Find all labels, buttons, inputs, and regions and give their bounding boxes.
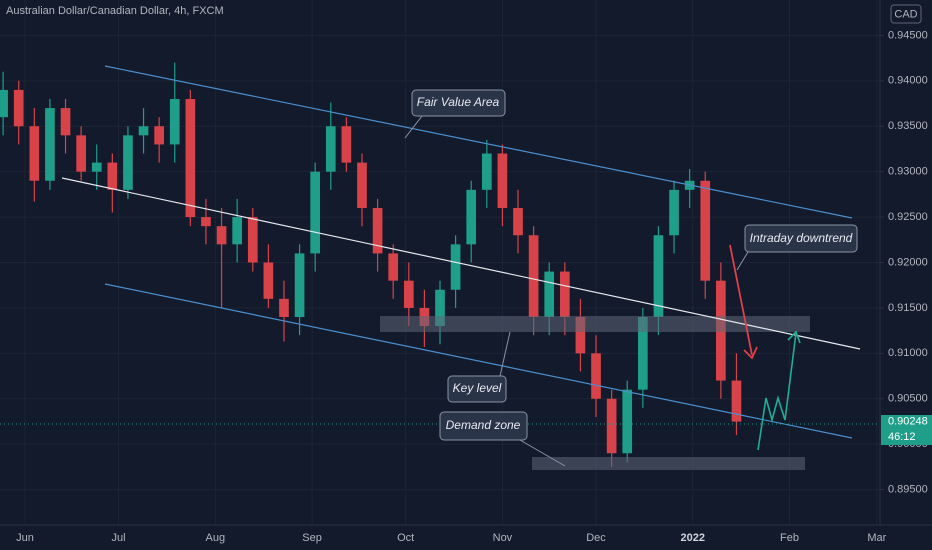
candle-body	[466, 189, 477, 245]
callout-pointer	[499, 331, 511, 377]
candle-body	[0, 89, 8, 118]
candle-body	[700, 180, 711, 281]
candle-body	[263, 262, 274, 299]
x-tick-label: Aug	[206, 532, 226, 544]
candle-body	[513, 208, 523, 236]
callout-text: Intraday downtrend	[750, 231, 853, 245]
last-price: 0.90248	[888, 416, 928, 428]
candle-body	[669, 189, 679, 236]
callout-box	[439, 411, 528, 441]
candle-body	[388, 253, 399, 281]
candle-body	[638, 316, 648, 390]
candle-body	[60, 108, 71, 136]
demand-zone	[532, 457, 805, 470]
up-arrow-head	[787, 330, 801, 344]
callout-text: Demand zone	[446, 418, 521, 432]
candle-body	[325, 126, 336, 172]
candle-body	[450, 244, 461, 290]
candle-body	[403, 280, 414, 308]
candle-body	[310, 171, 321, 254]
channel-middle	[61, 177, 861, 350]
candle-body	[185, 99, 196, 218]
y-tick-label: 0.91000	[888, 347, 928, 359]
candle-body	[279, 298, 289, 317]
candle-body	[76, 135, 86, 172]
candle-body	[653, 235, 664, 317]
candle-body	[341, 126, 352, 163]
candle-body	[544, 271, 555, 317]
down-arrow-head	[743, 346, 758, 360]
callout-box	[744, 224, 858, 253]
candle-body	[123, 135, 133, 190]
callout-text: Fair Value Area	[417, 95, 500, 109]
candle-body	[13, 89, 24, 127]
candle-body	[622, 389, 633, 454]
candle-body	[357, 162, 367, 209]
price-label-box	[881, 415, 932, 445]
candle-body	[481, 153, 492, 190]
candle-body	[169, 99, 180, 145]
channel-lower	[104, 283, 853, 439]
x-tick-label: Jun	[16, 532, 34, 544]
x-tick-label: Feb	[780, 532, 799, 544]
candle-body	[91, 162, 102, 172]
key-level-zone	[380, 316, 810, 332]
candle-body	[731, 380, 742, 422]
axes: 0.895000.900000.905000.910000.915000.920…	[16, 29, 928, 544]
candle-body	[138, 126, 149, 136]
channel-upper	[104, 65, 853, 219]
candle-body	[559, 271, 570, 317]
candle-body	[107, 162, 118, 190]
y-tick-label: 0.94000	[888, 75, 928, 87]
y-tick-label: 0.91500	[888, 302, 928, 314]
x-tick-label: 2022	[681, 532, 705, 544]
x-tick-label: Sep	[302, 532, 322, 544]
callout-pointer	[404, 115, 423, 139]
candle-body	[201, 217, 211, 227]
callout-pointer	[736, 251, 749, 271]
candle-body	[575, 316, 586, 354]
up-path	[757, 332, 797, 451]
x-tick-label: Jul	[112, 532, 126, 544]
candle-body	[435, 289, 445, 327]
callout-pointer	[519, 439, 566, 467]
chart-title: Australian Dollar/Canadian Dollar, 4h, F…	[6, 5, 224, 17]
candle-body	[45, 108, 55, 181]
candle-body	[247, 217, 258, 263]
currency-box	[890, 4, 922, 24]
y-tick-label: 0.94500	[888, 29, 928, 41]
candle-body	[497, 153, 508, 209]
callout-box	[447, 375, 507, 403]
candle-body	[528, 235, 539, 317]
y-tick-label: 0.92000	[888, 256, 928, 268]
currency[interactable]: CAD	[894, 8, 917, 20]
y-tick-label: 0.93500	[888, 120, 928, 132]
down-arrow	[729, 244, 753, 356]
candle-body	[216, 226, 227, 245]
candle-body	[591, 353, 601, 399]
callout-text: Key level	[453, 381, 502, 395]
y-tick-label: 0.92500	[888, 211, 928, 223]
y-tick-label: 0.93000	[888, 166, 928, 178]
y-tick-label: 0.89500	[888, 483, 928, 495]
candle-body	[232, 217, 242, 245]
x-tick-label: Nov	[493, 532, 513, 544]
countdown: 46:12	[888, 431, 916, 443]
candle-body	[29, 126, 40, 181]
drawings: Fair Value Area Intraday downtrend Key l…	[0, 65, 880, 470]
x-tick-label: Dec	[586, 532, 606, 544]
callout-box	[411, 89, 506, 117]
candle-body	[294, 253, 305, 317]
y-tick-label: 0.90500	[888, 393, 928, 405]
x-tick-label: Mar	[867, 532, 886, 544]
candle-body	[606, 398, 617, 454]
candle-body	[372, 208, 383, 254]
x-tick-label: Oct	[397, 532, 414, 544]
candle-body	[154, 126, 164, 145]
